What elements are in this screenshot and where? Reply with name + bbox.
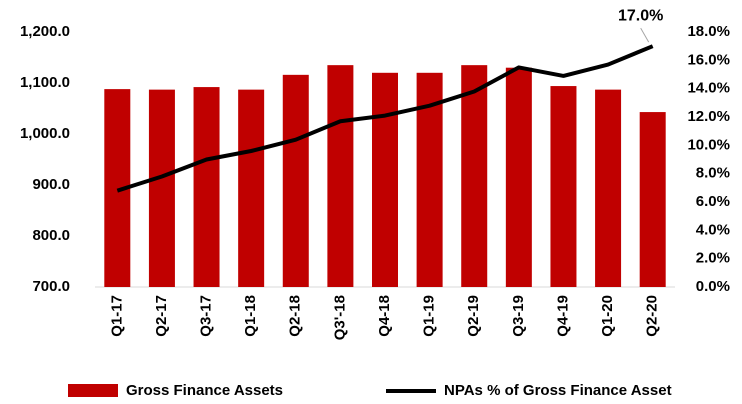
y2-tick-label: 2.0% xyxy=(696,250,730,267)
y-tick-label: 1,100.0 xyxy=(20,74,70,91)
y2-tick-label: 8.0% xyxy=(696,165,730,182)
data-label: 17.0% xyxy=(618,7,663,24)
x-tick-label: Q2-18 xyxy=(287,295,304,337)
x-tick-label: Q2-17 xyxy=(153,295,170,337)
y-tick-label: 800.0 xyxy=(32,227,70,244)
legend-label: NPAs % of Gross Finance Asset xyxy=(444,382,672,399)
line xyxy=(116,44,654,193)
legend-swatch xyxy=(68,384,118,397)
bar xyxy=(327,65,354,288)
y-tick-label: 1,200.0 xyxy=(20,23,70,40)
y-tick-label: 1,000.0 xyxy=(20,125,70,142)
bar xyxy=(282,74,309,287)
x-tick-label: Q4-18 xyxy=(376,295,393,337)
bar xyxy=(550,86,577,287)
x-tick-label: Q1-18 xyxy=(242,295,259,337)
x-tick-label: Q3-17 xyxy=(198,295,215,337)
x-tick-label: Q1-17 xyxy=(108,295,125,337)
y2-tick-label: 16.0% xyxy=(687,51,730,68)
x-tick-label: Q3'-18 xyxy=(331,295,348,340)
y-tick-label: 700.0 xyxy=(32,278,70,295)
y2-tick-label: 12.0% xyxy=(687,108,730,125)
legend-label: Gross Finance Assets xyxy=(126,382,283,399)
bar xyxy=(148,89,175,287)
y2-tick-label: 14.0% xyxy=(687,80,730,97)
bar xyxy=(372,72,398,287)
bar xyxy=(461,65,488,288)
y2-tick-label: 18.0% xyxy=(687,23,730,40)
y-tick-label: 900.0 xyxy=(32,176,70,193)
x-tick-label: Q2-19 xyxy=(465,295,482,337)
x-tick-label: Q1-20 xyxy=(599,295,616,337)
x-tick-label: Q1-19 xyxy=(421,295,438,337)
bar xyxy=(505,67,532,287)
leader-line xyxy=(640,27,650,43)
x-tick-label: Q3-19 xyxy=(510,295,527,337)
bar xyxy=(595,89,622,287)
bar xyxy=(238,89,265,287)
y2-tick-label: 0.0% xyxy=(696,278,730,295)
bar xyxy=(639,112,666,287)
x-tick-label: Q2-20 xyxy=(644,295,661,337)
bar xyxy=(193,87,220,287)
y2-tick-label: 10.0% xyxy=(687,136,730,153)
y2-tick-label: 4.0% xyxy=(696,221,730,238)
x-tick-label: Q4-19 xyxy=(554,295,571,337)
y2-tick-label: 6.0% xyxy=(696,193,730,210)
